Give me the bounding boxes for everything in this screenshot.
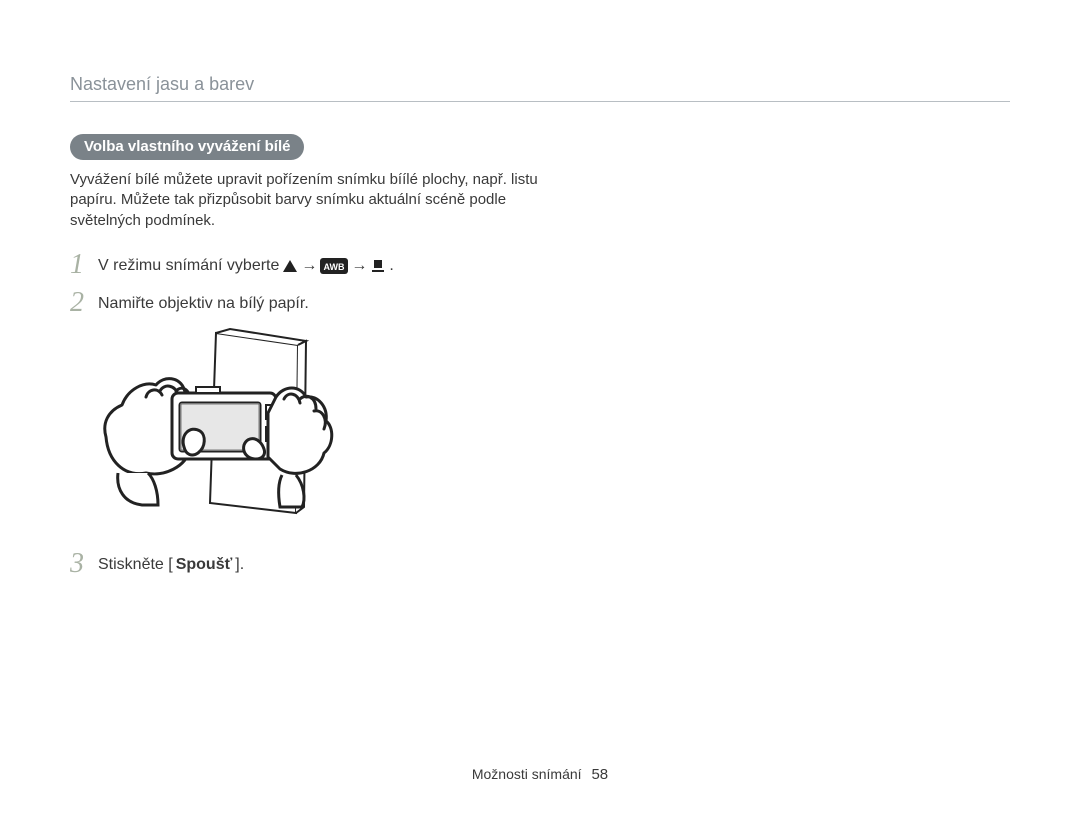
step-2: 2 Namiřte objektiv na bílý papír. bbox=[70, 289, 630, 317]
arrow-icon: → bbox=[351, 255, 367, 277]
step-number: 3 bbox=[70, 550, 98, 578]
step-prefix: Stiskněte [ bbox=[98, 554, 173, 576]
step-number: 2 bbox=[70, 289, 98, 317]
up-triangle-icon bbox=[282, 259, 298, 273]
step-text: Namiřte objektiv na bílý papír. bbox=[98, 289, 309, 315]
section-body: Vyvážení bílé můžete upravit pořízením s… bbox=[70, 170, 580, 231]
arrow-icon: → bbox=[301, 255, 317, 277]
step-suffix: . bbox=[389, 255, 393, 277]
page-footer: Možnosti snímání 58 bbox=[0, 766, 1080, 783]
step-bold: Spoušť bbox=[176, 554, 233, 576]
illustration-row bbox=[70, 327, 630, 532]
step-list: 1 V režimu snímání vyberte → AWB → bbox=[70, 251, 630, 578]
step-text: V režimu snímání vyberte → AWB → bbox=[98, 251, 394, 277]
section-pill: Volba vlastního vyvážení bílé bbox=[70, 134, 304, 160]
step-3: 3 Stiskněte [Spoušť]. bbox=[70, 550, 630, 578]
step-1: 1 V režimu snímání vyberte → AWB → bbox=[70, 251, 630, 279]
camera-paper-illustration bbox=[98, 327, 630, 532]
step-number: 1 bbox=[70, 251, 98, 279]
page-title: Nastavení jasu a barev bbox=[70, 74, 1010, 102]
awb-icon: AWB bbox=[320, 258, 348, 274]
step-suffix: ]. bbox=[235, 554, 244, 576]
page-number: 58 bbox=[591, 766, 608, 783]
step-prefix: V režimu snímání vyberte bbox=[98, 255, 279, 277]
measure-icon bbox=[370, 258, 386, 274]
svg-text:AWB: AWB bbox=[324, 262, 345, 272]
step-text: Stiskněte [Spoušť]. bbox=[98, 550, 244, 576]
footer-label: Možnosti snímání bbox=[472, 766, 582, 782]
